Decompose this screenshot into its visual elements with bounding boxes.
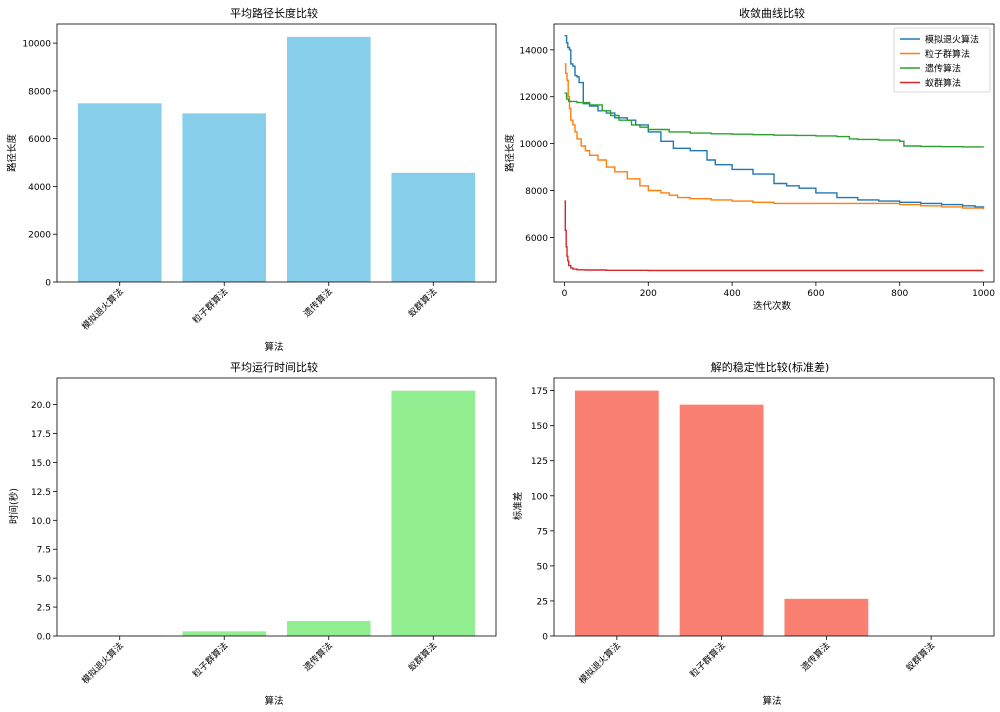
y-tick-label: 6000: [28, 135, 51, 145]
y-tick-label: 7.5: [37, 546, 51, 556]
legend-label-1: 模拟退火算法: [925, 34, 979, 46]
y-axis-label: 标准差: [512, 492, 524, 521]
y-tick-label: 2.5: [37, 604, 51, 614]
x-tick-label: 600: [807, 289, 824, 299]
x-tick-label: 1000: [972, 289, 995, 299]
series-line-2: [564, 63, 985, 210]
x-tick-label: 粒子群算法: [190, 286, 230, 326]
x-tick-label: 蚁群算法: [405, 286, 439, 320]
y-tick-label: 12000: [519, 93, 548, 103]
y-tick-label: 10000: [519, 140, 548, 150]
series-line-3: [564, 92, 985, 148]
plot-frame: [56, 23, 497, 283]
bar-1: [77, 103, 162, 282]
y-axis-label: 路径长度: [504, 134, 516, 173]
x-tick-label: 遗传算法: [301, 640, 335, 674]
chart-title: 平均运行时间比较: [230, 360, 318, 374]
bar-3: [784, 598, 869, 636]
x-tick-label: 遗传算法: [301, 286, 335, 320]
legend-label-3: 遗传算法: [925, 63, 961, 75]
x-tick-label: 400: [724, 289, 741, 299]
y-tick-label: 14000: [519, 46, 548, 56]
x-tick-label: 模拟退火算法: [79, 286, 126, 333]
y-tick-label: 8000: [28, 87, 51, 97]
x-tick-label: 粒子群算法: [687, 640, 727, 680]
x-tick-label: 模拟退火算法: [576, 640, 623, 687]
x-axis-label: 算法: [264, 341, 283, 353]
chart-convergence-curves: 收敛曲线比较 迭代次数 路径长度 60008000100001200014000…: [504, 6, 995, 312]
y-tick-label: 15.0: [31, 459, 51, 469]
y-tick-label: 5.0: [37, 575, 52, 585]
y-tick-label: 17.5: [31, 430, 51, 440]
x-axis-label: 迭代次数: [753, 300, 792, 312]
y-tick-label: 2000: [28, 231, 51, 241]
y-tick-label: 4000: [28, 183, 51, 193]
y-tick-label: 10000: [22, 40, 51, 50]
y-tick-label: 0: [45, 279, 51, 289]
y-tick-label: 175: [531, 387, 548, 397]
bar-1: [574, 390, 659, 636]
plot-frame: [553, 377, 995, 637]
y-tick-label: 50: [537, 562, 549, 572]
plot-frame: [56, 377, 497, 637]
chart-title: 解的稳定性比较(标准差): [711, 360, 830, 374]
chart-avg-path-length: 平均路径长度比较 算法 路径长度 0 2000 4000 6000 8000 10000 模…: [6, 6, 497, 353]
y-tick-label: 10.0: [31, 517, 51, 527]
legend-box: [893, 27, 991, 93]
y-tick-label: 0: [542, 633, 548, 643]
chart-title: 收敛曲线比较: [739, 6, 805, 20]
y-tick-label: 6000: [525, 234, 548, 244]
y-axis-label: 路径长度: [6, 134, 18, 173]
x-axis-label: 算法: [264, 695, 283, 707]
x-tick-label: 蚁群算法: [405, 640, 439, 674]
bar-4: [391, 172, 476, 282]
y-tick-label: 20.0: [31, 401, 51, 411]
x-tick-label: 遗传算法: [799, 640, 833, 674]
x-tick-label: 蚁群算法: [903, 640, 937, 674]
y-tick-label: 25: [537, 597, 548, 607]
y-tick-label: 0.0: [37, 633, 52, 643]
x-axis-label: 算法: [762, 695, 781, 707]
y-tick-label: 150: [531, 422, 548, 432]
bar-3: [286, 36, 371, 283]
x-tick-label: 800: [891, 289, 908, 299]
x-tick-label: 粒子群算法: [190, 640, 230, 680]
chart-title: 平均路径长度比较: [230, 6, 318, 20]
x-tick-label: 0: [562, 289, 568, 299]
bar-2: [182, 113, 267, 282]
y-tick-label: 75: [537, 527, 548, 537]
legend-label-2: 粒子群算法: [925, 48, 970, 60]
y-tick-label: 12.5: [31, 488, 51, 498]
y-axis-label: 时间(秒): [8, 488, 20, 524]
bar-3: [286, 620, 371, 636]
legend-label-4: 蚁群算法: [925, 77, 961, 89]
y-tick-label: 125: [531, 457, 548, 467]
x-tick-label: 模拟退火算法: [79, 640, 126, 687]
bar-2: [182, 631, 267, 636]
series-line-1: [564, 35, 985, 209]
chart-solution-stability: 解的稳定性比较(标准差) 算法 标准差 0 25 50 75 100 125 150 175 模…: [512, 360, 995, 707]
plot-frame: [553, 23, 995, 283]
x-tick-label: 200: [640, 289, 657, 299]
series-line-4: [564, 200, 984, 272]
bar-2: [679, 404, 764, 636]
chart-avg-runtime: 平均运行时间比较 算法 时间(秒) 0.0 2.5 5.0 7.5 10.0 12.5 15…: [8, 360, 497, 707]
y-tick-label: 100: [531, 492, 548, 502]
bar-4: [391, 390, 476, 636]
y-tick-label: 8000: [525, 187, 548, 197]
